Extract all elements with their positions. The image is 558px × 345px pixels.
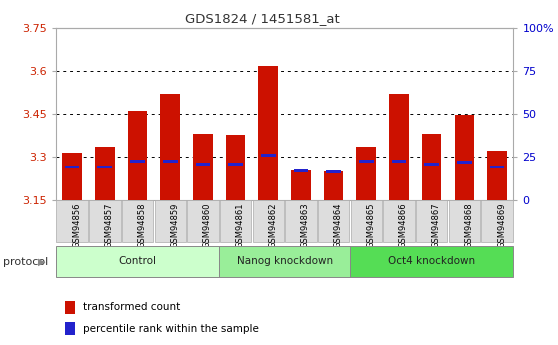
Text: GSM94856: GSM94856 [72,202,81,248]
Text: GSM94861: GSM94861 [235,202,244,248]
Text: percentile rank within the sample: percentile rank within the sample [83,324,259,334]
Text: GSM94864: GSM94864 [334,202,343,248]
Bar [326,170,341,173]
Text: GSM94859: GSM94859 [170,202,179,248]
Bar [359,160,374,163]
FancyBboxPatch shape [56,246,219,277]
Text: Control: Control [118,256,156,266]
Bar [163,160,177,163]
Bar [62,152,82,200]
Bar [490,166,504,168]
Bar [98,166,112,168]
Bar [357,147,376,200]
Bar [487,151,507,200]
Bar [261,154,276,157]
FancyBboxPatch shape [416,200,448,242]
Text: transformed count: transformed count [83,303,180,313]
Bar [95,147,114,200]
Text: GSM94865: GSM94865 [366,202,376,248]
Bar [65,301,75,314]
FancyBboxPatch shape [383,200,415,242]
Bar [193,134,213,200]
FancyBboxPatch shape [187,200,219,242]
FancyBboxPatch shape [253,200,284,242]
Bar [389,94,409,200]
Text: GSM94869: GSM94869 [497,202,506,248]
Text: GSM94868: GSM94868 [464,202,473,248]
Bar [424,163,439,166]
Bar [228,163,243,166]
FancyBboxPatch shape [219,246,350,277]
Bar [195,163,210,166]
Text: protocol: protocol [3,257,48,266]
Bar [128,111,147,200]
Text: ▶: ▶ [38,257,46,266]
Text: GSM94866: GSM94866 [399,202,408,248]
Text: GSM94858: GSM94858 [137,202,147,248]
FancyBboxPatch shape [220,200,251,242]
FancyBboxPatch shape [318,200,349,242]
Bar [294,169,308,172]
Bar [291,170,311,200]
FancyBboxPatch shape [56,200,88,242]
FancyBboxPatch shape [482,200,513,242]
Text: Oct4 knockdown: Oct4 knockdown [388,256,475,266]
FancyBboxPatch shape [449,200,480,242]
Bar [422,134,441,200]
Bar [65,322,75,335]
Bar [455,115,474,200]
Bar [226,135,246,200]
FancyBboxPatch shape [89,200,121,242]
FancyBboxPatch shape [285,200,316,242]
Text: GSM94863: GSM94863 [301,202,310,248]
FancyBboxPatch shape [350,246,513,277]
Bar [392,160,406,163]
Text: GDS1824 / 1451581_at: GDS1824 / 1451581_at [185,12,340,25]
Text: Nanog knockdown: Nanog knockdown [237,256,333,266]
Bar [258,66,278,200]
FancyBboxPatch shape [350,200,382,242]
Bar [457,161,472,164]
Bar [160,94,180,200]
Text: GSM94862: GSM94862 [268,202,277,248]
Text: GSM94867: GSM94867 [432,202,441,248]
FancyBboxPatch shape [155,200,186,242]
Text: GSM94857: GSM94857 [105,202,114,248]
FancyBboxPatch shape [122,200,153,242]
Bar [65,166,79,168]
Bar [324,171,343,200]
Bar [130,160,145,163]
Text: GSM94860: GSM94860 [203,202,212,248]
